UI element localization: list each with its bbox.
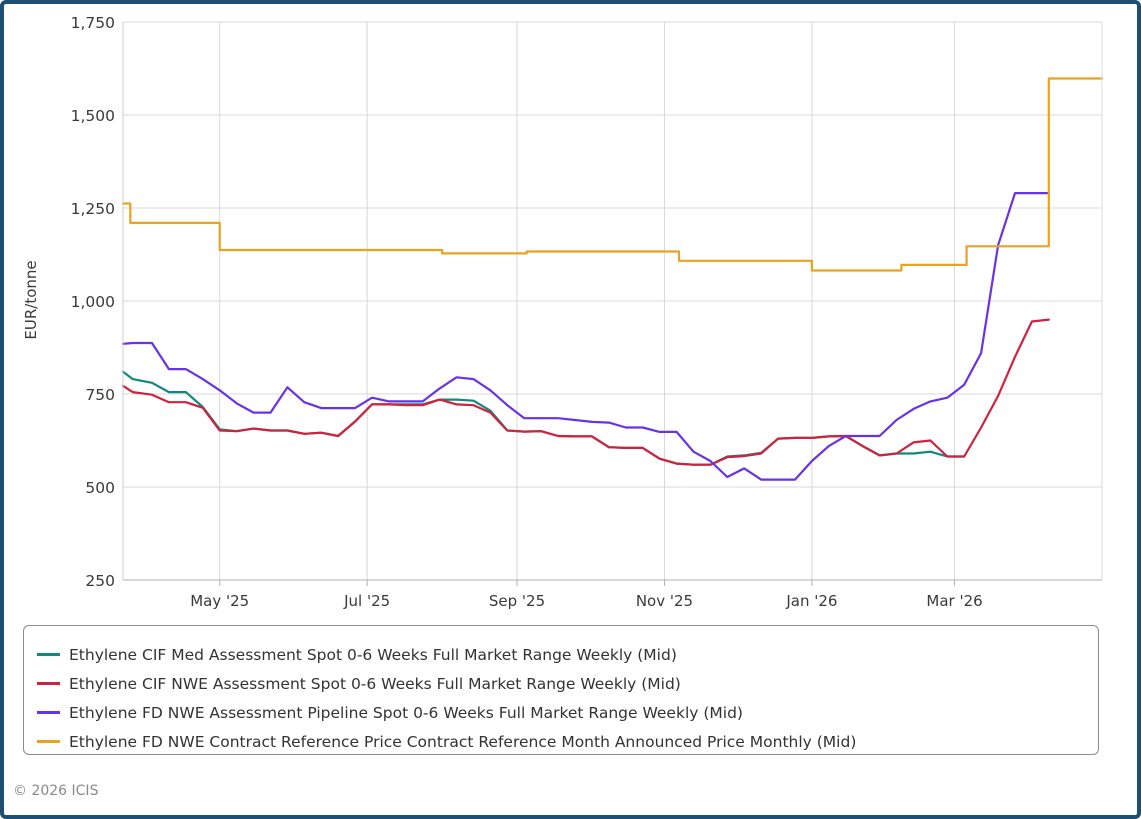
series-lines — [121, 77, 1104, 481]
legend-item[interactable]: Ethylene CIF Med Assessment Spot 0-6 Wee… — [24, 640, 1098, 669]
line-chart: 250 500 750 1,000 1,250 1,500 1,750 May '25 Jul … — [22, 14, 1104, 610]
y-tick-label: 1,000 — [71, 293, 115, 311]
y-tick-label: 1,500 — [71, 107, 115, 125]
y-tick-label: 250 — [85, 572, 115, 590]
legend-item[interactable]: Ethylene CIF NWE Assessment Spot 0-6 Wee… — [24, 669, 1098, 698]
x-tick-label: May '25 — [190, 592, 249, 610]
series-line-3 — [121, 192, 1050, 481]
axes: 250 500 750 1,000 1,250 1,500 1,750 May '25 Jul … — [71, 14, 1103, 610]
x-tick-label: Mar '26 — [926, 592, 982, 610]
x-tick-label: Jan '26 — [785, 592, 837, 610]
series-line-4 — [121, 77, 1104, 272]
y-tick-label: 750 — [85, 386, 115, 404]
x-tick-label: Sep '25 — [489, 592, 545, 610]
legend-label: Ethylene CIF Med Assessment Spot 0-6 Wee… — [69, 645, 677, 664]
series-line-2 — [121, 318, 1050, 466]
x-tick-label: Nov '25 — [636, 592, 693, 610]
y-axis-title: EUR/tonne — [22, 260, 40, 339]
legend-swatch — [37, 740, 60, 743]
grid — [123, 21, 1102, 581]
legend-label: Ethylene CIF NWE Assessment Spot 0-6 Wee… — [69, 674, 681, 693]
legend-swatch — [37, 653, 60, 656]
y-tick-label: 1,250 — [71, 200, 115, 218]
legend-label: Ethylene FD NWE Contract Reference Price… — [69, 732, 857, 751]
legend-label: Ethylene FD NWE Assessment Pipeline Spot… — [69, 703, 743, 722]
y-tick-label: 1,750 — [71, 14, 115, 32]
legend: Ethylene CIF Med Assessment Spot 0-6 Wee… — [23, 625, 1099, 755]
legend-item[interactable]: Ethylene FD NWE Contract Reference Price… — [24, 727, 1098, 756]
y-tick-label: 500 — [85, 479, 115, 497]
x-tick-label: Jul '25 — [343, 592, 390, 610]
legend-swatch — [37, 682, 60, 685]
legend-swatch — [37, 711, 60, 714]
copyright-text: © 2026 ICIS — [13, 783, 99, 799]
legend-item[interactable]: Ethylene FD NWE Assessment Pipeline Spot… — [24, 698, 1098, 727]
legend-list: Ethylene CIF Med Assessment Spot 0-6 Wee… — [24, 640, 1098, 756]
